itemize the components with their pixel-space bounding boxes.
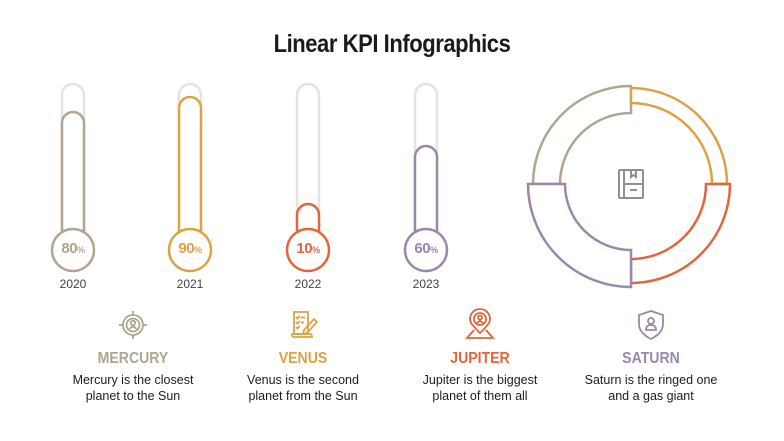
planet-description: Jupiter is the biggest planet of them all — [422, 373, 538, 403]
planet-name: SATURN — [622, 350, 680, 367]
book-icon — [618, 169, 644, 199]
kpi-value-2023: 60% — [414, 240, 438, 257]
planet-description: Venus is the second planet from the Sun — [247, 373, 359, 403]
year-label-2023: 2023 — [412, 277, 440, 291]
planet-card-venus: VENUS Venus is the second planet from the… — [213, 308, 393, 404]
target-user-icon — [119, 311, 147, 339]
planet-card-mercury: MERCURY Mercury is the closest planet to … — [43, 308, 223, 404]
ring-segment-venus — [629, 86, 729, 186]
kpi-value-2021: 90% — [178, 240, 202, 257]
checklist-pen-icon — [291, 311, 319, 338]
planet-name: JUPITER — [450, 350, 510, 367]
year-label-2021: 2021 — [176, 277, 204, 291]
planet-description: Mercury is the closest planet to the Sun — [72, 373, 194, 403]
planet-name: MERCURY — [97, 350, 169, 367]
year-label-2022: 2022 — [294, 277, 322, 291]
thermometer-fills — [60, 95, 439, 232]
thermometer-bulbs — [50, 227, 449, 273]
page-title: Linear KPI Infographics — [273, 30, 511, 58]
fill-2021 — [177, 95, 203, 232]
fill-2020 — [60, 110, 86, 232]
year-label-2020: 2020 — [59, 277, 87, 291]
kpi-ring — [526, 84, 732, 289]
thermometer-tracks — [60, 82, 439, 230]
planet-name: VENUS — [278, 350, 328, 367]
kpi-value-2022: 10% — [296, 240, 320, 257]
planet-card-saturn: SATURN Saturn is the ringed one and a gas… — [561, 308, 741, 404]
ring-segment-jupiter — [629, 182, 732, 285]
location-user-icon — [465, 308, 495, 339]
fill-2022 — [295, 202, 321, 232]
kpi-value-2020: 80% — [61, 240, 85, 257]
planet-description: Saturn is the ringed one and a gas giant — [584, 373, 718, 403]
ring-segment-mercury — [531, 84, 633, 186]
ring-segment-saturn — [526, 182, 633, 289]
planet-card-jupiter: JUPITER Jupiter is the biggest planet of … — [390, 308, 570, 404]
fill-2023 — [413, 144, 439, 232]
shield-user-icon — [638, 310, 664, 341]
